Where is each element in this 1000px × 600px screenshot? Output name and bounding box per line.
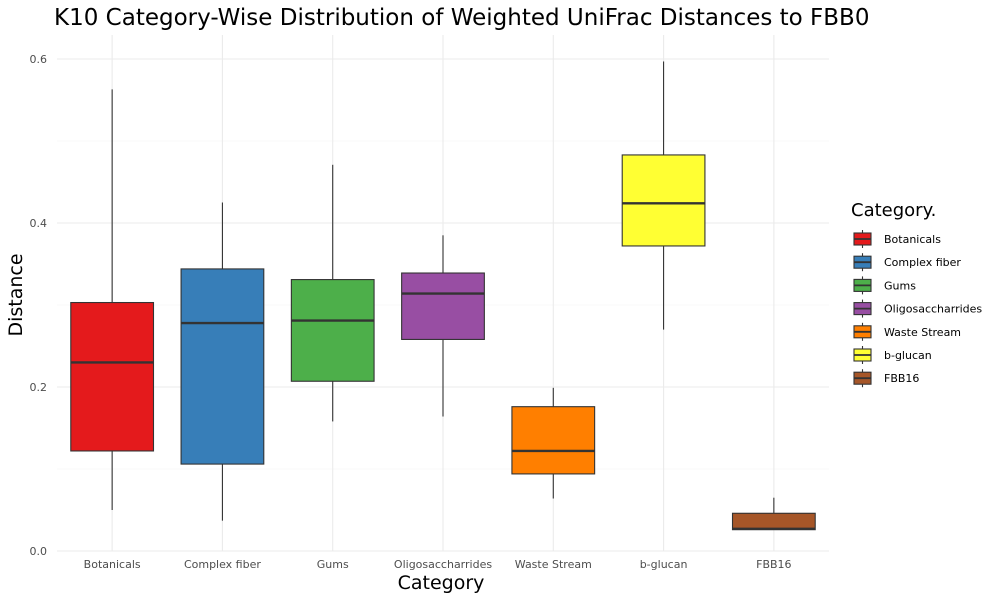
legend-item-complex-fiber: Complex fiber xyxy=(853,253,961,272)
axis-layer: 0.0 0.2 0.4 0.6 Botanicals Complex fiber Gums O… xyxy=(30,53,792,571)
y-tick-label: 0.2 xyxy=(30,381,48,394)
box-gums xyxy=(290,164,375,422)
box-fbb16 xyxy=(731,497,816,531)
legend-label: Complex fiber xyxy=(884,256,961,269)
box-botanicals xyxy=(70,89,155,510)
x-tick-label: Gums xyxy=(317,558,349,571)
chart-title: K10 Category-Wise Distribution of Weight… xyxy=(54,5,869,31)
box-body xyxy=(290,279,375,382)
legend-label: Botanicals xyxy=(884,233,941,246)
legend-label: FBB16 xyxy=(884,372,919,385)
legend-label: Waste Stream xyxy=(884,326,961,339)
y-axis-title: Distance xyxy=(5,253,27,336)
legend: Botanicals Complex fiber Gums Oligosaccharr… xyxy=(853,230,982,388)
legend-title: Category. xyxy=(851,200,936,221)
legend-item-oligosaccharrides: Oligosaccharrides xyxy=(853,299,982,318)
box-body xyxy=(511,406,596,475)
legend-label: Oligosaccharrides xyxy=(884,303,982,316)
box-body xyxy=(401,272,485,340)
box-waste-stream xyxy=(511,387,596,499)
legend-item-b-glucan: b-glucan xyxy=(853,346,932,364)
y-tick-label: 0.0 xyxy=(30,545,48,558)
box-b-glucan xyxy=(621,61,706,330)
box-layer xyxy=(70,61,816,531)
legend-item-waste-stream: Waste Stream xyxy=(853,322,961,341)
legend-item-botanicals: Botanicals xyxy=(853,230,941,248)
x-tick-label: b-glucan xyxy=(640,558,688,571)
x-tick-label: Complex fiber xyxy=(184,558,261,571)
legend-label: Gums xyxy=(884,279,916,292)
x-axis-title: Category xyxy=(398,572,485,594)
x-tick-label: Botanicals xyxy=(84,558,141,571)
x-tick-label: FBB16 xyxy=(756,558,791,571)
box-complex-fiber xyxy=(180,202,265,521)
box-body xyxy=(180,268,265,465)
x-tick-label: Waste Stream xyxy=(515,558,592,571)
x-tick-label: Oligosaccharrides xyxy=(394,558,492,571)
y-tick-label: 0.6 xyxy=(30,53,48,66)
box-body xyxy=(621,154,706,247)
legend-item-gums: Gums xyxy=(853,276,916,295)
legend-label: b-glucan xyxy=(884,349,932,362)
box-oligosaccharrides xyxy=(401,235,485,417)
box-body xyxy=(70,301,155,452)
legend-item-fbb16: FBB16 xyxy=(853,369,919,388)
box-body xyxy=(731,512,816,531)
y-tick-label: 0.4 xyxy=(30,217,48,230)
